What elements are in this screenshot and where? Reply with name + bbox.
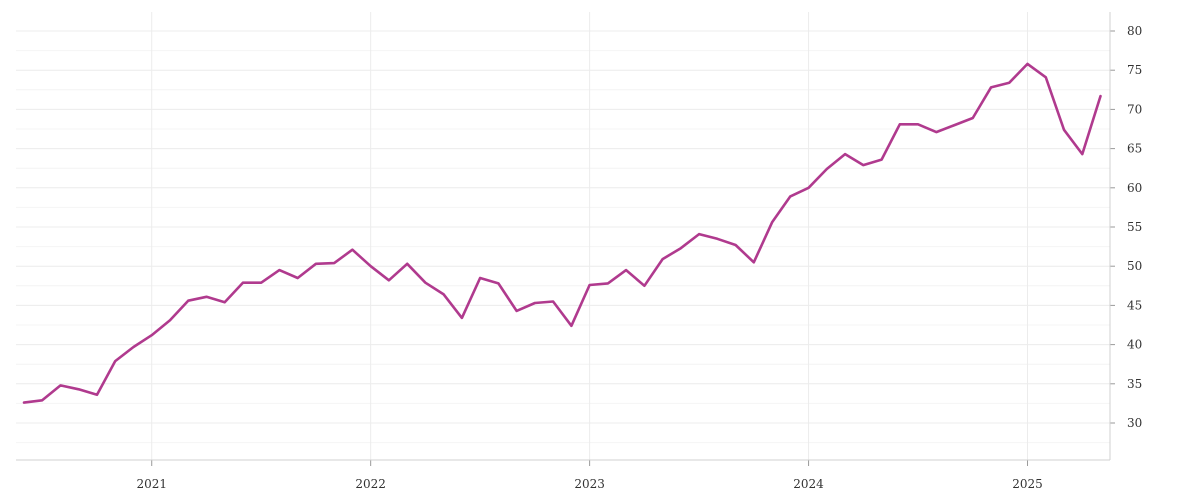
y-tick-label: 40 xyxy=(1127,338,1142,352)
axis-layer: 30 35 40 45 50 55 60 65 70 75 80 2021 2022 2023 2024 20… xyxy=(16,12,1142,491)
x-tick-label: 2025 xyxy=(1012,477,1043,491)
y-tick-label: 75 xyxy=(1127,63,1142,77)
y-tick-label: 70 xyxy=(1127,102,1142,116)
y-tick-label: 45 xyxy=(1127,298,1142,312)
series-line xyxy=(22,62,1102,404)
y-tick-label: 50 xyxy=(1127,259,1142,273)
y-tick-label: 30 xyxy=(1127,416,1142,430)
x-tick-label: 2024 xyxy=(793,477,824,491)
x-tick-label: 2022 xyxy=(355,477,386,491)
x-tick-label: 2021 xyxy=(136,477,167,491)
series-layer xyxy=(22,62,1102,404)
y-tick-label: 35 xyxy=(1127,377,1142,391)
y-tick-label: 60 xyxy=(1127,181,1142,195)
x-tick-label: 2023 xyxy=(574,477,605,491)
y-tick-label: 55 xyxy=(1127,220,1142,234)
grid-layer xyxy=(16,12,1110,460)
y-tick-label: 65 xyxy=(1127,142,1142,156)
y-tick-label: 80 xyxy=(1127,24,1142,38)
